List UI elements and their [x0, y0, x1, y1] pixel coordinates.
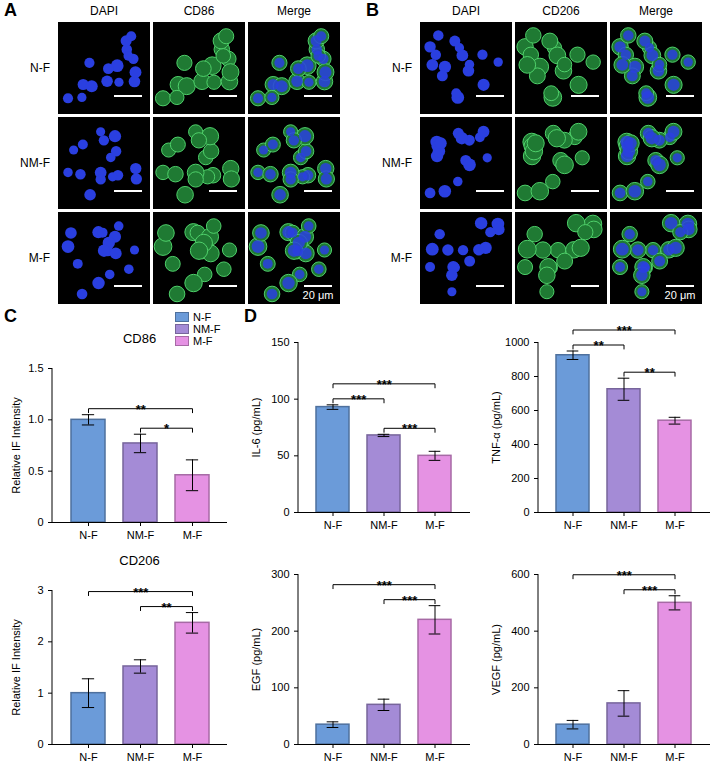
svg-text:M-F: M-F: [665, 751, 685, 763]
html-text:NM-F: NM-F: [382, 156, 412, 170]
svg-text:1.0: 1.0: [28, 413, 43, 425]
html-text:Merge: Merge: [277, 4, 311, 18]
svg-text:***: ***: [617, 568, 633, 583]
html-text:DAPI: DAPI: [90, 4, 118, 18]
svg-text:NM-F: NM-F: [127, 529, 155, 541]
svg-text:100: 100: [271, 393, 289, 405]
svg-text:***: ***: [351, 392, 367, 407]
svg-text:NM-F: NM-F: [610, 751, 638, 763]
html-text:CD86: CD86: [183, 4, 215, 18]
svg-text:EGF (pg/mL): EGF (pg/mL): [250, 628, 262, 692]
svg-text:Relative IF Intensity: Relative IF Intensity: [10, 619, 22, 716]
svg-text:0.5: 0.5: [28, 465, 43, 477]
svg-text:N-F: N-F: [564, 519, 583, 531]
html-text:N-F: N-F: [30, 61, 50, 75]
svg-text:0: 0: [523, 738, 529, 750]
svg-text:N-F: N-F: [324, 519, 343, 531]
svg-text:400: 400: [511, 438, 529, 450]
html-text:CD206: CD206: [119, 553, 160, 568]
svg-text:200: 200: [511, 472, 529, 484]
svg-text:1.5: 1.5: [28, 362, 43, 374]
svg-text:NM-F: NM-F: [127, 751, 155, 763]
svg-text:200: 200: [271, 625, 289, 637]
html-text:M-F: M-F: [28, 251, 50, 265]
svg-text:***: ***: [642, 583, 658, 598]
svg-text:**: **: [136, 402, 147, 417]
svg-text:400: 400: [511, 625, 529, 637]
html-text:Merge: Merge: [639, 4, 673, 18]
svg-text:200: 200: [511, 681, 529, 693]
svg-text:M-F: M-F: [183, 751, 203, 763]
svg-text:0: 0: [283, 738, 289, 750]
html-text:M-F: M-F: [390, 251, 412, 265]
svg-text:0: 0: [37, 738, 43, 750]
svg-text:Relative IF Intensity: Relative IF Intensity: [10, 397, 22, 494]
html-text:C: C: [4, 306, 17, 326]
svg-text:0: 0: [37, 516, 43, 528]
html-text:CD86: CD86: [122, 331, 157, 346]
svg-text:600: 600: [511, 404, 529, 416]
svg-text:NM-F: NM-F: [370, 751, 398, 763]
svg-text:300: 300: [271, 568, 289, 580]
svg-text:100: 100: [271, 681, 289, 693]
svg-text:0: 0: [523, 506, 529, 518]
svg-text:NM-F: NM-F: [610, 519, 638, 531]
svg-text:2: 2: [37, 635, 43, 647]
svg-text:800: 800: [511, 370, 529, 382]
svg-text:TNF-α (pg/mL): TNF-α (pg/mL): [490, 391, 502, 463]
svg-text:**: **: [645, 365, 656, 380]
svg-text:M-F: M-F: [665, 519, 685, 531]
svg-text:IL-6 (pg/mL): IL-6 (pg/mL): [250, 398, 262, 458]
svg-text:M-F: M-F: [425, 519, 445, 531]
html-text:NM-F: NM-F: [193, 323, 221, 335]
svg-text:150: 150: [271, 336, 289, 348]
svg-text:600: 600: [511, 568, 529, 580]
svg-text:***: ***: [617, 323, 633, 338]
svg-text:NM-F: NM-F: [370, 519, 398, 531]
svg-text:20 μm: 20 μm: [665, 289, 696, 301]
html-text:N-F: N-F: [193, 311, 212, 323]
svg-text:3: 3: [37, 584, 43, 596]
svg-text:**: **: [162, 600, 173, 615]
svg-text:***: ***: [133, 585, 149, 600]
svg-text:1: 1: [37, 687, 43, 699]
svg-text:***: ***: [377, 578, 393, 593]
html-text:D: D: [244, 306, 257, 326]
html-text:B: B: [366, 0, 379, 20]
html-text:M-F: M-F: [193, 335, 213, 347]
svg-text:M-F: M-F: [183, 529, 203, 541]
svg-text:20 μm: 20 μm: [303, 289, 334, 301]
svg-text:N-F: N-F: [564, 751, 583, 763]
svg-text:N-F: N-F: [79, 529, 98, 541]
html-text:NM-F: NM-F: [20, 156, 50, 170]
svg-text:N-F: N-F: [79, 751, 98, 763]
svg-text:0: 0: [283, 506, 289, 518]
svg-text:N-F: N-F: [324, 751, 343, 763]
svg-text:***: ***: [377, 377, 393, 392]
svg-text:**: **: [594, 338, 605, 353]
svg-text:*: *: [164, 421, 170, 436]
html-text:A: A: [4, 0, 17, 20]
svg-text:***: ***: [402, 593, 418, 608]
svg-text:50: 50: [277, 449, 289, 461]
svg-text:***: ***: [402, 421, 418, 436]
html-text:DAPI: DAPI: [452, 4, 480, 18]
svg-text:1000: 1000: [505, 336, 529, 348]
svg-text:VEGF (pg/mL): VEGF (pg/mL): [490, 624, 502, 695]
html-text:N-F: N-F: [392, 61, 412, 75]
html-text:CD206: CD206: [542, 4, 580, 18]
svg-text:M-F: M-F: [425, 751, 445, 763]
